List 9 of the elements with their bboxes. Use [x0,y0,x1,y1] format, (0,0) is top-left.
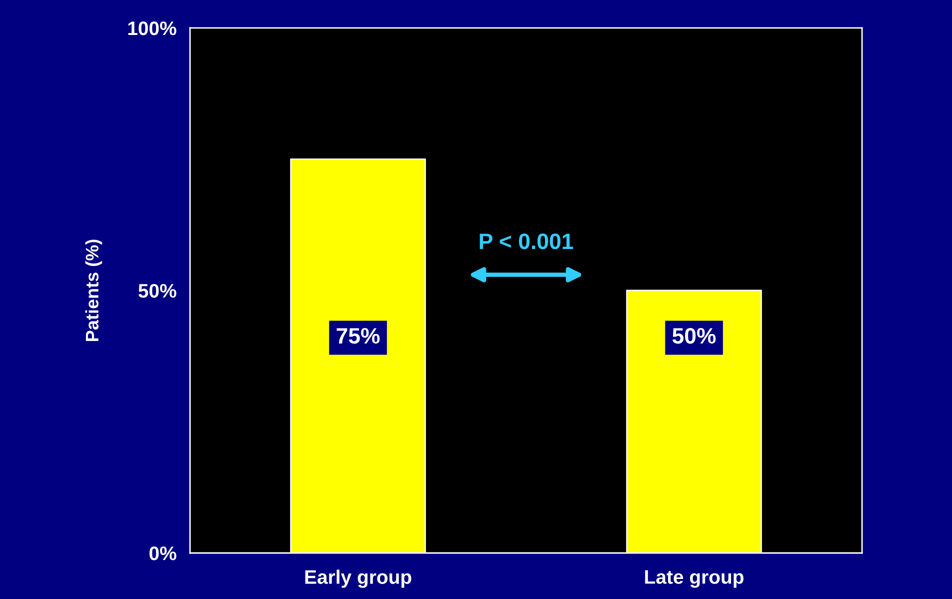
annotation: P < 0.001 [480,233,574,250]
y-tick-label: 0% [149,546,176,560]
y-tick-label: 50% [138,284,176,298]
data-label: 50% [672,328,716,344]
x-tick-label: Early group [305,570,412,588]
x-tick-label: Late group [645,570,744,588]
y-axis-title: Patients (%) [85,240,102,341]
data-label: 75% [336,328,380,344]
y-tick-label: 100% [128,21,176,36]
